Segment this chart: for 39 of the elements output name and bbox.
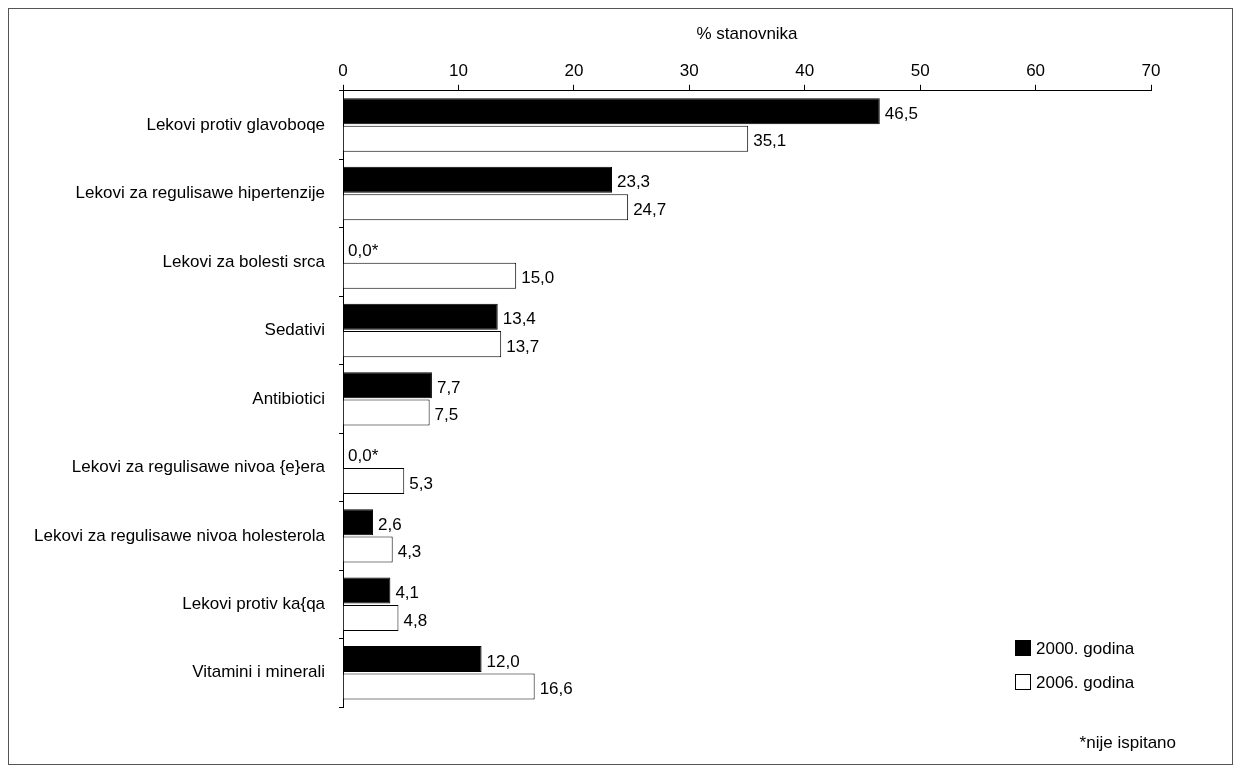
data-label: 4,1 — [395, 583, 420, 603]
data-label: 5,3 — [409, 473, 433, 493]
x-tick-label: 20 — [564, 61, 584, 81]
data-label: 13,4 — [502, 309, 536, 329]
x-tick-label: 10 — [449, 61, 468, 81]
y-tick-label: Lekovi protiv glavoboqe — [146, 114, 326, 134]
data-label: 15,0 — [521, 268, 555, 288]
text: *nije ispitano — [1079, 732, 1176, 752]
x-tick-label: 40 — [795, 61, 815, 81]
x-tick-label: 50 — [910, 61, 930, 81]
data-label: 2,6 — [378, 514, 402, 534]
data-label: 7,7 — [436, 377, 461, 397]
data-label: 4,3 — [397, 542, 422, 562]
x-tick-label: 30 — [679, 61, 699, 81]
legend-label: 2000. godina — [1036, 638, 1135, 658]
x-axis-title: % stanovnika — [696, 23, 799, 43]
y-tick-label: Lekovi za regulisawe nivoa {e}era — [71, 457, 326, 477]
y-tick-label: Lekovi za regulisawe nivoa holesterola — [34, 525, 326, 545]
y-tick-label: Lekovi za bolesti srca — [162, 251, 326, 271]
data-label: 4,8 — [403, 610, 428, 630]
data-label: 12,0 — [486, 651, 520, 671]
data-label: 13,7 — [506, 336, 540, 356]
data-label: 16,6 — [539, 679, 573, 699]
legend-label: 2006. godina — [1036, 672, 1135, 692]
y-tick-label: Lekovi protiv ka{qa — [182, 593, 326, 613]
x-tick-label: 0 — [338, 61, 348, 81]
data-label: 23,3 — [616, 172, 651, 192]
y-tick-label: Antibiotici — [252, 388, 326, 408]
data-label: 24,7 — [633, 199, 667, 219]
y-tick-label: Sedativi — [264, 320, 326, 340]
data-label: 7,5 — [434, 405, 459, 425]
y-tick-label: Vitamini i minerali — [192, 662, 326, 682]
data-label: 35,1 — [753, 131, 787, 151]
data-label: 46,5 — [884, 104, 918, 124]
x-tick-label: 60 — [1026, 61, 1046, 81]
data-label: 0,0* — [348, 240, 379, 260]
y-tick-label: Lekovi za regulisawe hipertenzije — [75, 183, 326, 203]
data-label: 0,0* — [348, 446, 379, 466]
x-tick-label: 70 — [1141, 61, 1161, 81]
